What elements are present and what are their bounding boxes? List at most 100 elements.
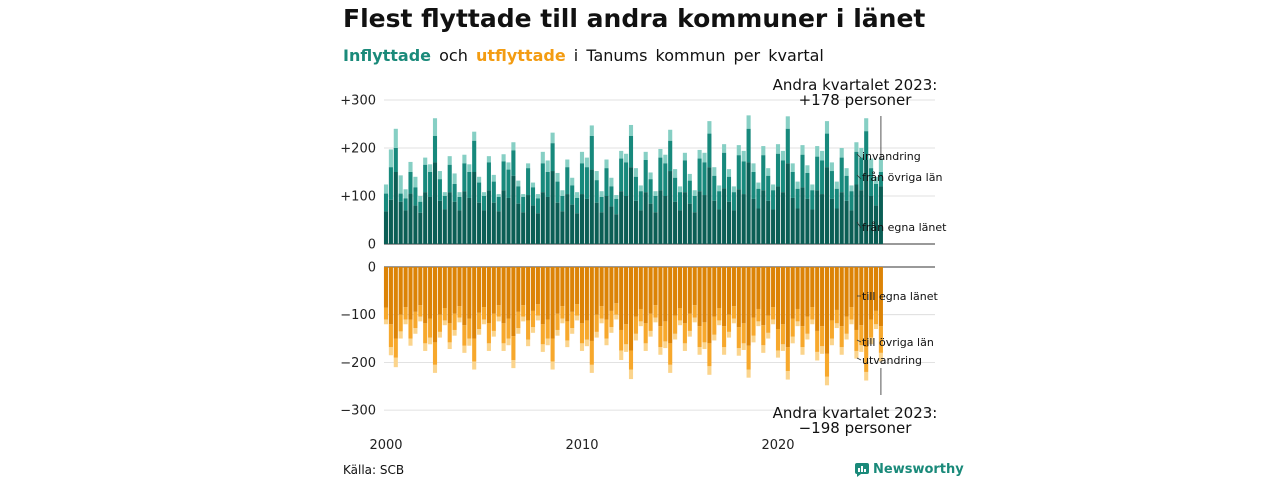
bar-in-other-counties — [653, 196, 658, 213]
bar-in-other-counties — [555, 181, 560, 203]
bar-out-other-counties — [824, 353, 830, 377]
bar-out-own-county — [668, 267, 673, 344]
bar-in-own-county — [530, 205, 536, 244]
bar-in-own-county — [403, 210, 408, 244]
bar-in-other-counties — [437, 179, 442, 201]
bar-out-own-county — [418, 267, 423, 306]
bar-in-other-counties — [432, 136, 438, 163]
bar-in-own-county — [526, 195, 531, 244]
bar-out-own-county — [849, 267, 854, 308]
bar-in-own-county — [736, 189, 741, 244]
bar-in-other-counties — [477, 182, 482, 203]
bar-in-other-counties — [535, 198, 540, 214]
bar-in-other-counties — [565, 167, 570, 195]
bar-out-other-counties — [643, 323, 648, 344]
bar-out-own-county — [805, 267, 810, 317]
bar-in-other-counties — [761, 155, 766, 191]
bar-out-emigration — [736, 348, 741, 356]
bar-out-emigration — [599, 318, 604, 324]
bar-in-own-county — [486, 190, 491, 244]
bar-out-emigration — [418, 316, 423, 322]
bar-in-immigration — [864, 118, 869, 132]
outflow-bars — [383, 267, 883, 386]
bar-out-emigration — [712, 334, 717, 341]
bar-in-other-counties — [638, 191, 643, 211]
bar-out-emigration — [873, 324, 879, 330]
bar-in-own-county — [839, 192, 844, 244]
bar-out-other-counties — [423, 323, 428, 344]
bar-in-own-county — [383, 211, 389, 244]
bar-out-own-county — [834, 267, 839, 310]
bar-out-own-county — [540, 267, 545, 325]
bar-out-other-counties — [859, 325, 864, 346]
bar-in-other-counties — [545, 172, 550, 197]
bar-out-emigration — [565, 340, 570, 348]
bar-out-own-county — [673, 267, 678, 316]
bar-out-own-county — [628, 267, 634, 351]
bar-in-other-counties — [785, 128, 790, 164]
bar-in-other-counties — [467, 172, 472, 198]
brand-logo[interactable]: Newsworthy — [855, 462, 964, 477]
y-tick-label-top: +300 — [340, 94, 376, 109]
bar-in-own-county — [609, 206, 614, 244]
bar-out-other-counties — [746, 345, 751, 370]
bar-out-own-county — [687, 267, 692, 314]
bar-in-other-counties — [599, 196, 604, 213]
bar-in-immigration — [437, 171, 442, 180]
bar-in-other-counties — [673, 177, 678, 202]
bar-in-immigration — [428, 164, 433, 172]
bar-out-other-counties — [731, 306, 736, 319]
bar-in-other-counties — [800, 154, 805, 188]
bar-in-immigration — [780, 150, 785, 161]
bar-out-own-county — [731, 267, 736, 307]
bar-in-immigration — [795, 181, 800, 189]
axes: +300 +200 +100 0 0 −100 −200 −300 2000 2010 2020 — [340, 94, 882, 453]
bar-in-other-counties — [398, 193, 403, 202]
bar-in-immigration — [579, 151, 585, 164]
bar-in-immigration — [511, 142, 516, 151]
bar-out-own-county — [423, 267, 428, 324]
bar-in-immigration — [854, 142, 859, 152]
bar-out-emigration — [442, 320, 447, 326]
bar-in-other-counties — [428, 172, 433, 197]
bar-in-own-county — [668, 171, 673, 244]
bar-out-emigration — [731, 318, 736, 324]
bar-out-emigration — [383, 319, 389, 325]
bar-out-emigration — [594, 331, 599, 338]
bar-in-other-counties — [472, 140, 477, 172]
bar-in-immigration — [839, 148, 844, 158]
bar-out-other-counties — [663, 321, 668, 342]
bar-in-other-counties — [859, 157, 864, 191]
bar-out-own-county — [570, 267, 575, 312]
bar-in-other-counties — [442, 196, 447, 210]
bar-in-immigration — [570, 177, 575, 186]
bar-in-immigration — [697, 149, 702, 159]
bar-out-other-counties — [486, 323, 491, 344]
bar-in-own-county — [702, 195, 707, 244]
bar-out-own-county — [437, 267, 442, 315]
series-label-in: från övriga län — [862, 171, 942, 184]
bar-out-own-county — [560, 267, 565, 307]
y-tick-label-top: 0 — [368, 238, 376, 253]
bar-out-own-county — [756, 267, 761, 309]
bar-in-own-county — [452, 201, 457, 244]
bar-in-own-county — [687, 203, 692, 244]
bar-out-other-counties — [540, 324, 545, 345]
chart-title: Flest flyttade till andra kommuner i län… — [343, 4, 926, 33]
bar-out-own-county — [442, 267, 447, 309]
bar-out-emigration — [609, 327, 614, 333]
bar-in-immigration — [682, 152, 687, 161]
bar-out-own-county — [702, 267, 707, 323]
bar-in-other-counties — [452, 184, 457, 202]
bar-out-other-counties — [756, 308, 761, 322]
bar-in-immigration — [496, 194, 501, 197]
bar-out-emigration — [766, 332, 771, 339]
bar-out-other-counties — [771, 307, 776, 320]
bar-out-emigration — [780, 344, 785, 351]
inflow-bars — [383, 115, 883, 244]
bar-in-own-county — [624, 196, 629, 244]
bar-out-own-county — [643, 267, 648, 324]
bar-out-other-counties — [707, 343, 712, 367]
bar-in-immigration — [785, 116, 790, 129]
